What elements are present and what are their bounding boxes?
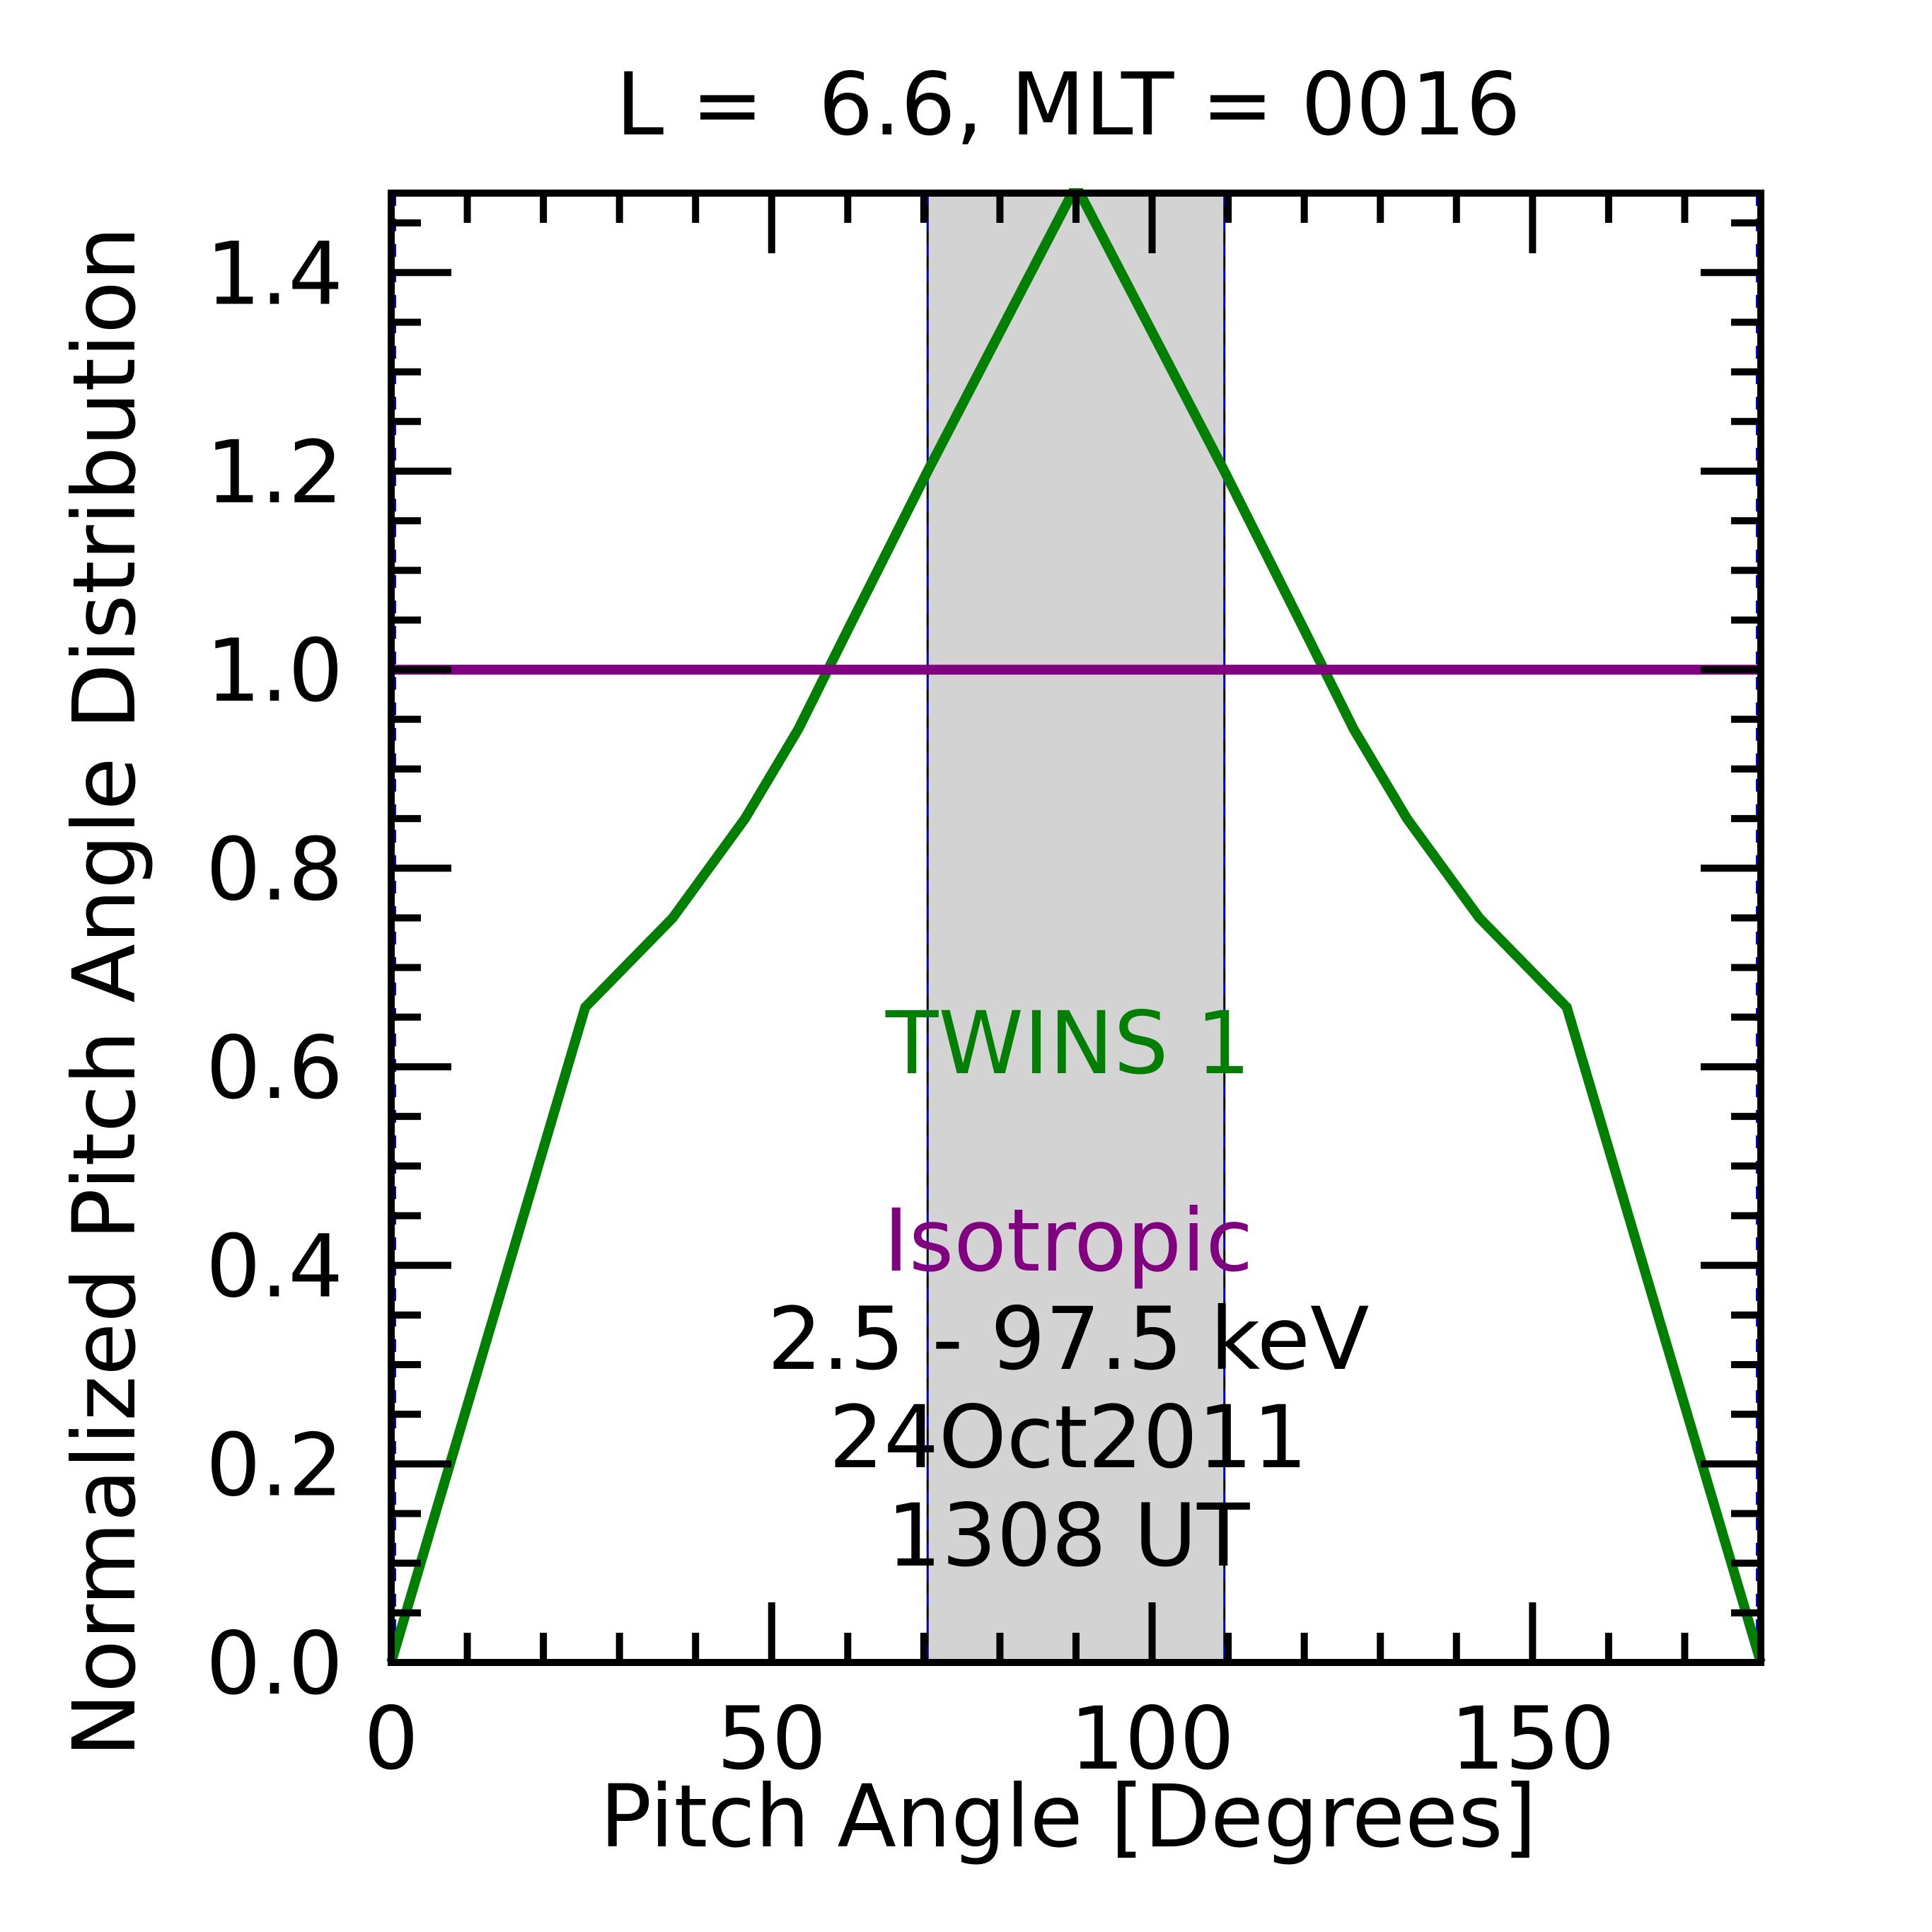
y-tick-label: 1.2 [206, 422, 343, 523]
time-label: 1308 UT [886, 1486, 1250, 1586]
x-tick-label: 150 [1450, 1689, 1615, 1789]
y-tick-label: 0.6 [206, 1018, 343, 1118]
y-tick-label: 1.0 [206, 621, 343, 722]
plot-area [386, 188, 1766, 1664]
x-tick-label: 50 [717, 1689, 826, 1789]
chart-title: L = 6.6, MLT = 0016 [615, 54, 1520, 155]
y-tick-label: 1.4 [206, 224, 343, 324]
y-tick-label: 0.4 [206, 1217, 343, 1317]
axes-frame [388, 190, 1764, 1666]
y-tick-label: 0.2 [206, 1415, 343, 1515]
date-label: 24Oct2011 [829, 1387, 1308, 1488]
tick-labels-layer: 0 50 100 150 0.0 0.2 0.4 0.6 0.8 1.0 1.2 1.4 [206, 224, 1615, 1789]
x-axis-label: Pitch Angle [Degrees] [600, 1766, 1537, 1867]
y-axis-label: Normalized Pitch Angle Distribution [54, 226, 155, 1757]
twins-series-label: TWINS 1 [885, 993, 1251, 1094]
sensor-gap-shaded-region [927, 193, 1225, 1662]
x-tick-label: 0 [364, 1689, 419, 1789]
y-tick-label: 0.0 [206, 1614, 343, 1714]
x-tick-label: 100 [1070, 1689, 1234, 1789]
y-tick-label: 0.8 [206, 819, 343, 920]
energy-range-label: 2.5 - 97.5 keV [768, 1289, 1370, 1389]
isotropic-series-label: Isotropic [884, 1191, 1254, 1291]
